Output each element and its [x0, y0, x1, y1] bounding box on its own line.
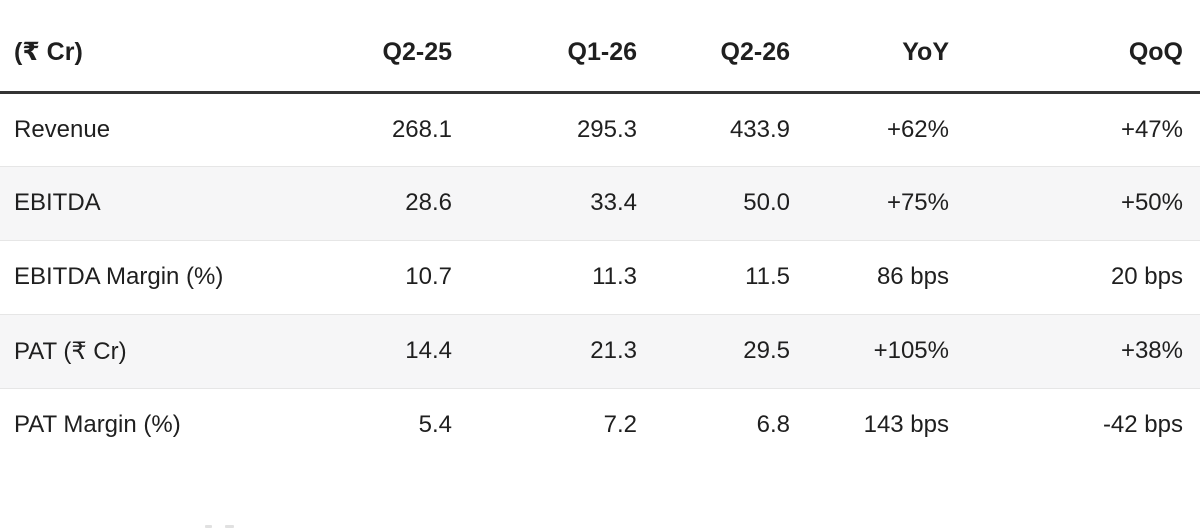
col-header-q2-25: Q2-25: [368, 0, 452, 94]
table-row-ebitda-margin: EBITDA Margin (%) 10.7 11.3 11.5 86 bps …: [0, 240, 1200, 314]
quarterly-results-table: (₹ Cr) Q2-25 Q1-26 Q2-26 YoY QoQ Revenue…: [0, 0, 1200, 462]
table-cell: 29.5: [743, 337, 790, 364]
table-cell: 295.3: [576, 115, 637, 143]
table-cell: 11.3: [592, 263, 637, 290]
table-row-revenue: Revenue 268.1 295.3 433.9 +62% +47%: [0, 92, 1200, 166]
table-cell: 6.8: [756, 411, 790, 439]
table-cell: 33.4: [590, 189, 637, 216]
table-cell: 20 bps: [1110, 263, 1183, 290]
col-header-unit: (₹ Cr): [0, 0, 368, 94]
table-cell: -42 bps: [1102, 411, 1183, 439]
table-row-ebitda: EBITDA 28.6 33.4 50.0 +75% +50%: [0, 166, 1200, 240]
table-cell: +75%: [886, 189, 949, 216]
table-cell: +38%: [1120, 337, 1183, 364]
table-cell: +47%: [1120, 115, 1183, 143]
table-row-pat-margin: PAT Margin (%) 5.4 7.2 6.8 143 bps -42 b…: [0, 388, 1200, 462]
col-header-q2-26: Q2-26: [637, 0, 790, 94]
table-cell: 10.7: [405, 263, 452, 290]
row-label: EBITDA: [14, 189, 101, 216]
col-header-yoy: YoY: [790, 0, 949, 94]
row-label: Revenue: [14, 115, 111, 143]
table-cell: 5.4: [418, 411, 452, 439]
table-cell: 86 bps: [876, 263, 949, 290]
table-row-pat: PAT (₹ Cr) 14.4 21.3 29.5 +105% +38%: [0, 314, 1200, 388]
table-cell: 433.9: [729, 115, 790, 143]
table-cell: +50%: [1120, 189, 1183, 216]
table-cell: 11.5: [745, 263, 790, 290]
cutoff-content-artifact: [205, 524, 255, 528]
row-label: PAT (₹ Cr): [14, 337, 127, 365]
table-cell: 14.4: [405, 337, 452, 364]
col-header-q1-26: Q1-26: [452, 0, 637, 94]
table-cell: +62%: [886, 115, 949, 143]
row-label: PAT Margin (%): [14, 411, 181, 439]
table-cell: 143 bps: [863, 411, 949, 439]
col-header-qoq: QoQ: [949, 0, 1200, 94]
table-cell: 21.3: [590, 337, 637, 364]
table-cell: 268.1: [391, 115, 452, 143]
table-cell: +105%: [873, 337, 949, 364]
table-cell: 28.6: [405, 189, 452, 216]
table-cell: 7.2: [603, 411, 637, 439]
table-header-row: (₹ Cr) Q2-25 Q1-26 Q2-26 YoY QoQ: [0, 0, 1200, 94]
row-label: EBITDA Margin (%): [14, 263, 224, 290]
table-cell: 50.0: [743, 189, 790, 216]
